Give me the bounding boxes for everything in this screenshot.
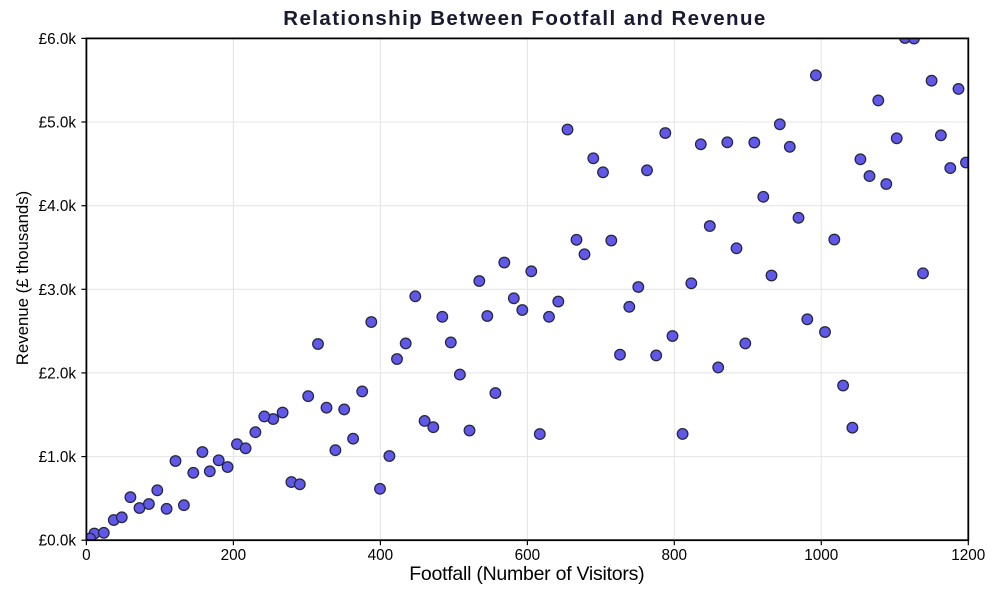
svg-text:Footfall (Number of Visitors): Footfall (Number of Visitors) (409, 563, 644, 585)
svg-text:Revenue (£ thousands): Revenue (£ thousands) (13, 191, 32, 365)
svg-text:800: 800 (662, 547, 688, 564)
svg-text:400: 400 (368, 547, 394, 564)
svg-text:1000: 1000 (804, 547, 838, 564)
svg-text:£3.0k: £3.0k (39, 282, 77, 299)
svg-text:Relationship Between Footfall: Relationship Between Footfall and Revenu… (283, 7, 766, 30)
svg-text:£1.0k: £1.0k (39, 449, 77, 466)
svg-text:0: 0 (82, 547, 91, 564)
svg-text:1200: 1200 (951, 547, 985, 564)
svg-text:600: 600 (515, 547, 541, 564)
svg-text:£5.0k: £5.0k (39, 115, 77, 132)
svg-text:£2.0k: £2.0k (39, 365, 77, 382)
svg-text:£0.0k: £0.0k (39, 533, 77, 550)
svg-text:£6.0k: £6.0k (39, 31, 77, 48)
svg-text:200: 200 (221, 547, 247, 564)
svg-text:£4.0k: £4.0k (39, 198, 77, 215)
